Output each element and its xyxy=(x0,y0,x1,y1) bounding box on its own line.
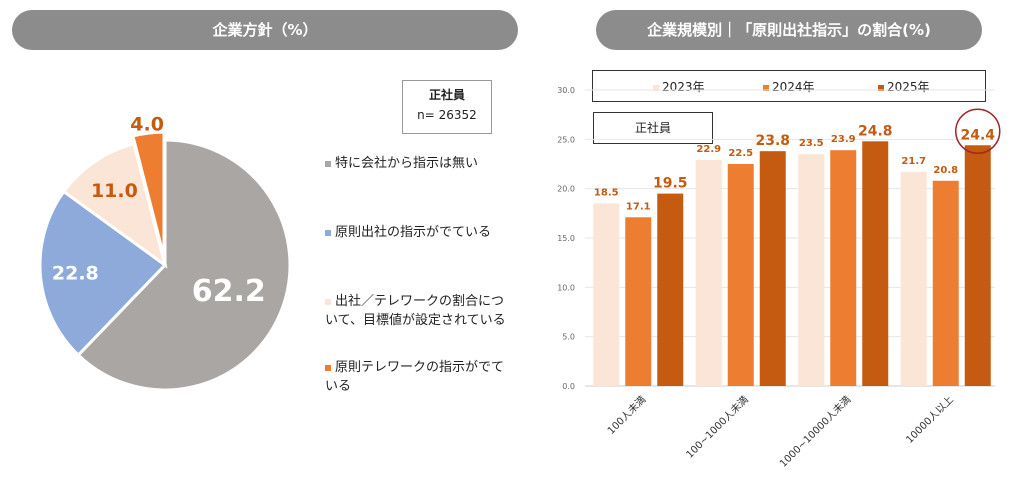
bar-1-0 xyxy=(695,160,722,386)
bar-value-label: 18.5 xyxy=(594,187,619,198)
pie-label-3: 4.0 xyxy=(130,113,164,135)
y-tick-label: 25.0 xyxy=(557,135,575,144)
pie-legend-1: 原則出社の指示がでている xyxy=(325,223,515,242)
bar-value-label: 17.1 xyxy=(626,201,651,212)
pie-slice-0 xyxy=(76,138,292,392)
pie-label-2: 11.0 xyxy=(91,180,138,202)
bar-value-label: 23.9 xyxy=(831,134,856,145)
pie-legend-3: 原則テレワークの指示がでている xyxy=(325,360,505,394)
y-tick-label: 0.0 xyxy=(562,382,575,391)
bar-3-1 xyxy=(932,180,959,386)
pie-slice-1 xyxy=(38,189,168,358)
bar-2-2 xyxy=(862,141,889,386)
bar-0-2 xyxy=(657,193,684,386)
bar-sample-box: 正社員 xyxy=(593,112,713,144)
bar-1-1 xyxy=(727,164,754,386)
sample-label: 正社員 xyxy=(428,88,465,102)
pie-slice-2 xyxy=(61,142,168,269)
bar-value-label: 21.7 xyxy=(901,156,926,167)
pie-legend-2: 出社／テレワークの割合について、目標値が設定されている xyxy=(325,294,506,328)
pie-slice-3 xyxy=(131,130,166,258)
bar-1-2 xyxy=(759,151,786,386)
y-tick-label: 20.0 xyxy=(557,185,575,194)
x-tick-label: 1000~10000人未満 xyxy=(777,394,853,470)
pie-legend-0: 特に会社から指示は無い xyxy=(325,154,515,173)
bar-value-label: 22.5 xyxy=(728,148,753,159)
pie-label-1: 22.8 xyxy=(52,263,99,285)
bar-value-label: 24.4 xyxy=(960,127,995,143)
bar-value-label: 23.5 xyxy=(799,138,824,149)
x-tick-label: 100人未満 xyxy=(605,394,648,437)
bar-legend: 2023年 2024年 2025年 xyxy=(592,70,986,102)
y-tick-label: 10.0 xyxy=(557,283,575,292)
y-tick-label: 5.0 xyxy=(562,333,575,342)
bar-value-label: 23.8 xyxy=(755,133,790,149)
y-tick-label: 30.0 xyxy=(557,86,575,95)
bar-title: 企業規模別｜「原則出社指示」の割合(%) xyxy=(596,10,982,50)
pie-title: 企業方針（%） xyxy=(12,10,518,50)
bar-value-label: 20.8 xyxy=(933,165,958,176)
bar-value-label: 24.8 xyxy=(858,123,893,139)
bar-0-0 xyxy=(593,203,620,386)
x-tick-label: 10000人以上 xyxy=(904,394,956,446)
bar-value-label: 22.9 xyxy=(696,144,721,155)
sample-box: 正社員 n= 26352 xyxy=(402,80,492,134)
bar-2-0 xyxy=(798,154,825,386)
bar-3-0 xyxy=(900,171,927,386)
bar-3-2 xyxy=(964,145,991,386)
highlight-circle xyxy=(955,108,1001,155)
bar-0-1 xyxy=(625,217,652,386)
y-tick-label: 15.0 xyxy=(557,234,575,243)
pie-label-0: 62.2 xyxy=(192,274,266,309)
bar-2-1 xyxy=(830,150,857,386)
x-tick-label: 100~1000人未満 xyxy=(684,394,751,461)
sample-size: n= 26352 xyxy=(417,108,477,122)
bar-value-label: 19.5 xyxy=(653,176,688,192)
